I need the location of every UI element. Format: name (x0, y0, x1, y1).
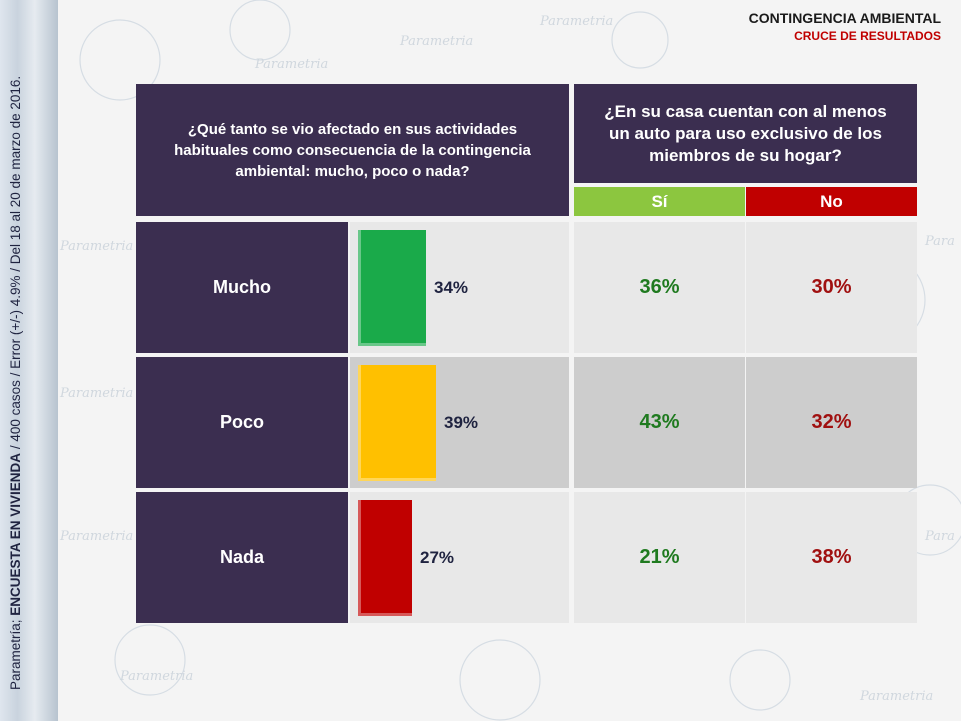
bar-nada (358, 500, 412, 616)
svg-text:Para: Para (924, 234, 955, 249)
svg-text:Para: Para (924, 529, 955, 544)
bar-label-poco: 39% (444, 412, 479, 432)
left-decorative-strip (0, 0, 58, 721)
source-prefix: Parametría; (8, 615, 23, 690)
bar-cell-poco: 39% (350, 357, 569, 488)
bar-cell-nada: 27% (350, 492, 569, 623)
svg-text:Parametria: Parametria (119, 669, 193, 684)
cell-poco-no: 32% (746, 357, 917, 488)
svg-text:Parametria: Parametria (254, 57, 328, 72)
cell-poco-si: 43% (574, 357, 745, 488)
bar-label-mucho: 34% (434, 277, 469, 297)
row-label-mucho: Mucho (136, 222, 348, 353)
column-header-si: Sí (574, 187, 745, 216)
cell-mucho-no: 30% (746, 222, 917, 353)
column-header-no: No (746, 187, 917, 216)
bar-cell-mucho: 34% (350, 222, 569, 353)
bar-poco (358, 365, 436, 481)
source-details: / 400 casos / Error (+/-) 4.9% / Del 18 … (8, 75, 23, 453)
svg-text:Parametria: Parametria (539, 14, 613, 29)
cell-nada-si: 21% (574, 492, 745, 623)
page-subtitle: CRUCE DE RESULTADOS (794, 29, 941, 43)
cell-mucho-si: 36% (574, 222, 745, 353)
bar-mucho (358, 230, 426, 346)
svg-text:Parametria: Parametria (59, 239, 133, 254)
svg-text:Parametria: Parametria (859, 689, 933, 704)
svg-text:Parametria: Parametria (59, 529, 133, 544)
svg-text:Parametria: Parametria (399, 34, 473, 49)
row-label-nada: Nada (136, 492, 348, 623)
cell-nada-no: 38% (746, 492, 917, 623)
page-title: CONTINGENCIA AMBIENTAL (748, 10, 941, 26)
source-survey: ENCUESTA EN VIVIENDA (8, 452, 23, 616)
row-label-poco: Poco (136, 357, 348, 488)
source-footnote: Parametría; ENCUESTA EN VIVIENDA / 400 c… (8, 30, 23, 690)
bar-label-nada: 27% (420, 547, 455, 567)
svg-text:Parametria: Parametria (59, 386, 133, 401)
question-right: ¿En su casa cuentan con al menos un auto… (574, 84, 917, 183)
question-left: ¿Qué tanto se vio afectado en sus activi… (136, 84, 569, 216)
